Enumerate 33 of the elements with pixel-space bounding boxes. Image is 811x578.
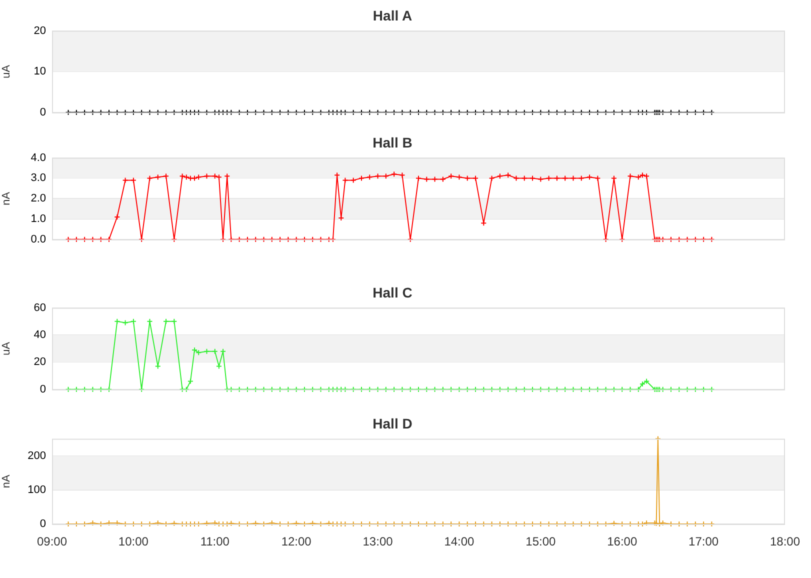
y-tick-label: 0 [40,518,46,530]
x-tick-label: 15:00 [526,534,556,548]
chart-title: Hall A [372,7,412,24]
chart-title: Hall B [372,134,412,150]
y-tick-label: 200 [28,450,46,462]
chart-title: Hall D [372,415,412,432]
x-tick-label: 18:00 [770,534,800,548]
y-tick-label: 60 [34,302,46,314]
y-tick-label: 10 [34,66,46,78]
y-tick-label: 3.0 [30,172,46,184]
x-tick-label: 09:00 [36,534,68,548]
x-tick-label: 11:00 [200,534,230,548]
y-tick-label: 0 [40,383,46,396]
x-tick-label: 17:00 [688,534,719,548]
y-tick-label: 20 [34,356,46,368]
x-tick-label: 12:00 [281,534,312,548]
x-tick-label: 14:00 [444,534,475,548]
y-tick-label: 0 [40,106,46,118]
y-tick-label: 4.0 [30,152,46,164]
y-tick-label: 1.0 [30,213,46,226]
y-axis-title: nA [0,191,13,206]
y-tick-label: 20 [34,24,46,37]
y-tick-label: 100 [28,484,46,496]
y-axis-title: uA [0,341,13,356]
x-tick-label: 16:00 [607,534,638,548]
y-axis-title: uA [0,64,13,78]
y-axis-title: nA [0,474,13,488]
x-tick-label: 10:00 [118,534,149,548]
chart-title: Hall C [372,284,412,300]
y-tick-label: 0.0 [30,233,46,246]
y-tick-label: 40 [34,329,46,342]
x-tick-label: 13:00 [362,534,394,548]
y-tick-label: 2.0 [30,192,46,205]
